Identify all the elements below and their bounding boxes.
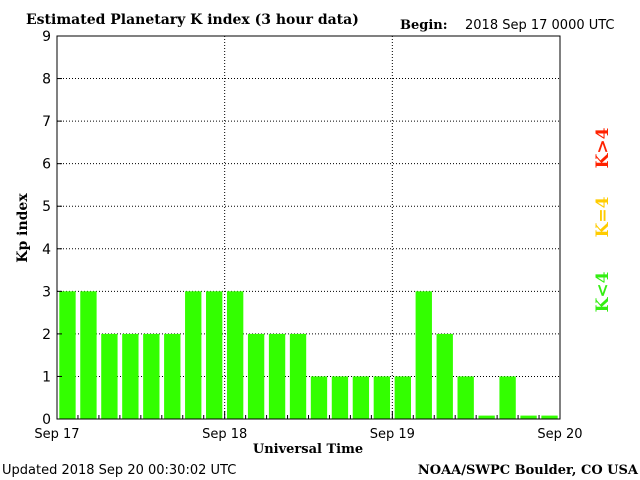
x-axis-label: Universal Time: [253, 442, 363, 457]
kp-bar: [352, 376, 370, 419]
kp-bar: [143, 333, 160, 419]
y-tick-label: 0: [42, 412, 51, 428]
x-tick-label: Sep 17: [34, 427, 79, 442]
begin-value: 2018 Sep 17 0000 UTC: [465, 18, 615, 33]
x-tick-label: Sep 20: [537, 427, 582, 442]
kp-bar: [80, 291, 97, 419]
kp-bar: [59, 291, 76, 419]
kp-bar: [373, 376, 391, 419]
axes: [56, 35, 561, 420]
kp-bar: [331, 376, 349, 419]
footer-source: NOAA/SWPC Boulder, CO USA: [418, 463, 639, 478]
x-tick-label: Sep 18: [202, 427, 247, 442]
y-tick-label: 7: [42, 114, 51, 130]
chart-title: Estimated Planetary K index (3 hour data…: [26, 12, 359, 28]
bars: [59, 291, 558, 419]
kp-bar: [164, 333, 181, 419]
kp-bar: [457, 376, 474, 419]
kp-bar: [247, 333, 265, 419]
y-tick-label: 4: [42, 242, 51, 258]
legend: K<4 K=4 K>4: [593, 127, 613, 312]
kp-bar: [206, 291, 223, 419]
y-tick-label: 8: [42, 72, 51, 88]
y-tick-label: 2: [42, 327, 51, 343]
y-tick-label: 6: [42, 157, 51, 173]
y-tick-label: 5: [42, 199, 51, 215]
kp-bar: [101, 333, 118, 419]
kp-bar: [289, 333, 307, 419]
kp-bar: [310, 376, 328, 419]
begin-label: Begin:: [400, 18, 448, 33]
footer-updated: Updated 2018 Sep 20 00:30:02 UTC: [2, 463, 236, 478]
y-tick-labels: 0 1 2 3 4 5 6 7 8 9: [42, 29, 51, 428]
kp-bar: [226, 291, 244, 419]
kp-bar: [520, 415, 537, 419]
grid-lines: [57, 35, 560, 419]
kp-bar: [268, 333, 286, 419]
kp-bar: [415, 291, 432, 419]
y-tick-label: 3: [42, 284, 51, 300]
legend-item: K<4: [593, 271, 613, 312]
kp-bar: [122, 333, 139, 419]
kp-bar: [499, 376, 516, 419]
y-tick-label: 9: [42, 29, 51, 45]
legend-item: K=4: [593, 196, 613, 237]
legend-item: K>4: [593, 127, 613, 168]
y-tick-label: 1: [42, 369, 51, 385]
x-tick-labels: Sep 17 Sep 18 Sep 19 Sep 20: [34, 427, 582, 442]
kp-bar: [541, 415, 558, 419]
kp-bar: [185, 291, 202, 419]
y-axis-label: Kp index: [15, 193, 31, 263]
x-tick-label: Sep 19: [370, 427, 415, 442]
kp-bar: [436, 333, 453, 419]
kp-bar: [478, 415, 495, 419]
kp-bar: [394, 376, 411, 419]
